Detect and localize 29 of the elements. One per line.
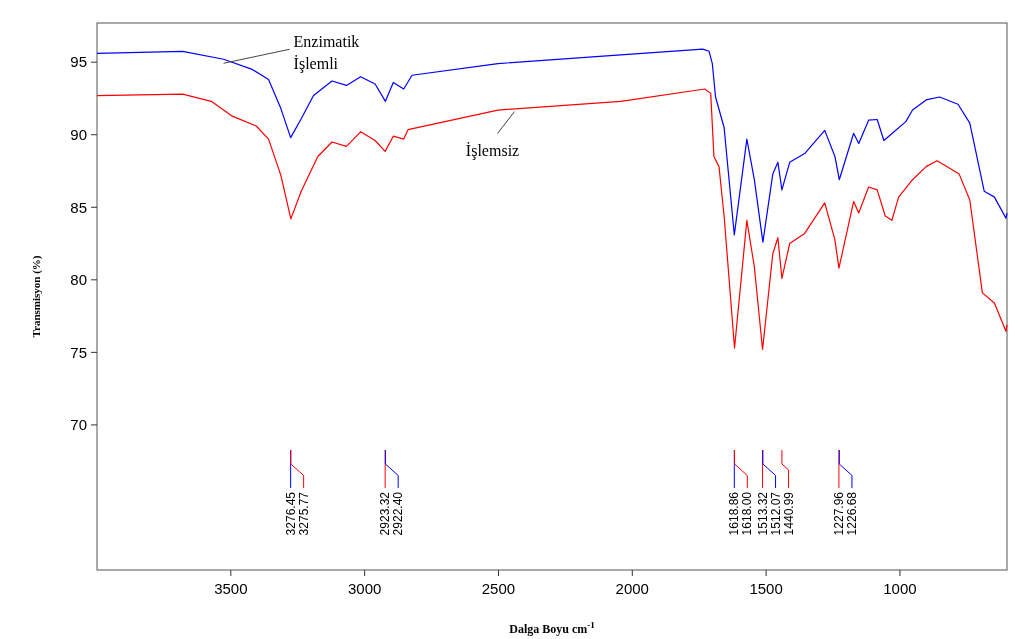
x-tick-label: 2000 <box>615 580 649 597</box>
line-series <box>96 48 1008 243</box>
annotation: 2923.32 <box>378 491 393 536</box>
annotation: 1513.32 <box>755 491 770 536</box>
y-tick-label: 95 <box>70 53 87 71</box>
y-tick-label: 90 <box>70 125 87 143</box>
y-axis-title: Transmisyon (%) <box>30 255 43 338</box>
annotation: 1618.86 <box>727 491 742 536</box>
x-axis-title: Dalga Boyu cm$^{-1}$ <box>509 620 596 636</box>
annotation: 3275.77 <box>296 491 311 536</box>
annotation: 1512.07 <box>768 491 783 536</box>
annotation: 1618.00 <box>740 491 755 536</box>
x-tick-label: 3000 <box>347 580 382 597</box>
x-tick-label: 1500 <box>749 580 783 597</box>
y-tick-label: 80 <box>70 271 87 289</box>
y-tick-label: 70 <box>70 416 87 434</box>
annotation: 2922.40 <box>391 491 406 536</box>
line-series <box>96 88 1008 351</box>
x-tick-label: 1000 <box>883 580 917 597</box>
annotation: 1227.96 <box>831 491 846 536</box>
y-tick-label: 85 <box>70 198 87 216</box>
x-tick-label: 2500 <box>481 580 516 597</box>
annotation: 1226.68 <box>844 491 859 536</box>
annotation: 3276.45 <box>283 491 298 536</box>
annotation: 1440.99 <box>781 491 796 536</box>
series-label: İşlemsiz <box>465 141 520 160</box>
x-tick-label: 3500 <box>214 580 248 597</box>
y-tick-label: 75 <box>70 343 87 361</box>
series-label: Enzimatik İşlemli <box>293 33 360 74</box>
